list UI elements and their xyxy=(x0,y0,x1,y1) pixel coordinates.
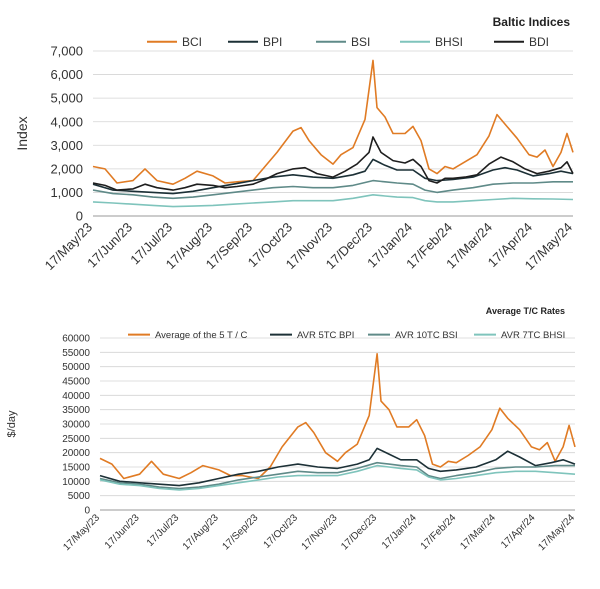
series-line-avr-10tc-bsi xyxy=(99,461,575,490)
x-tick-label: 17/May/23 xyxy=(42,220,96,274)
legend-label: BHSI xyxy=(435,35,463,49)
series-line-avr-5tc-bpi xyxy=(99,447,576,487)
chart-1: Baltic Indices 0 1,000 2,000 3,000 4,000 5,000… xyxy=(14,15,575,273)
x-tick-label: 17/Sep/23 xyxy=(220,512,260,552)
y-tick-label: 5,000 xyxy=(50,91,83,106)
series-line-average-of-the-5-t-c xyxy=(99,352,576,480)
y-axis-label: $/day xyxy=(6,410,18,437)
y-tick-label: 35000 xyxy=(62,405,90,416)
y-tick-label: 15000 xyxy=(62,463,90,474)
legend-label: BSI xyxy=(351,35,370,49)
series-line-bsi xyxy=(92,179,573,200)
legend-label: AVR 10TC BSI xyxy=(395,330,458,341)
x-tick-label: 17/Apr/24 xyxy=(499,512,538,551)
legend-label: BDI xyxy=(529,35,549,49)
y-tick-label: 10000 xyxy=(62,477,90,488)
legend-label: BPI xyxy=(263,35,282,49)
y-tick-label: 30000 xyxy=(62,420,90,431)
series-line-avr-7tc-bhsi xyxy=(99,464,576,491)
y-tick-label: 6,000 xyxy=(50,67,83,82)
y-tick-label: 60000 xyxy=(62,334,90,345)
x-tick-label: 17/Aug/23 xyxy=(181,512,221,552)
y-tick-label: 50000 xyxy=(62,362,90,373)
chart-title: Average T/C Rates xyxy=(486,306,565,316)
y-tick-label: 1,000 xyxy=(50,185,83,200)
chart-2: Average T/C Rates 0 5000 10000 15000 20000 250… xyxy=(6,306,577,553)
y-tick-label: 2,000 xyxy=(50,161,83,176)
y-tick-label: 0 xyxy=(84,506,90,517)
y-tick-label: 25000 xyxy=(62,434,90,445)
y-tick-label: 7,000 xyxy=(50,44,83,59)
x-tick-label: 17/Feb/24 xyxy=(419,512,459,552)
x-tick-label: 17/Mar/24 xyxy=(458,512,498,552)
x-tick-label: 17/Nov/23 xyxy=(300,512,340,552)
y-tick-label: 4,000 xyxy=(50,114,83,129)
y-tick-label: 20000 xyxy=(62,448,90,459)
y-tick-label: 55000 xyxy=(62,348,90,359)
x-tick-label: 17/Jun/23 xyxy=(103,512,142,551)
x-tick-label: 17/May/23 xyxy=(61,512,102,553)
legend-label: BCI xyxy=(182,35,202,49)
x-tick-label: 17/May/24 xyxy=(536,512,577,553)
y-tick-label: 3,000 xyxy=(50,138,83,153)
y-tick-label: 45000 xyxy=(62,377,90,388)
series-line-bhsi xyxy=(92,194,574,208)
y-axis-label: Index xyxy=(14,116,30,150)
series-line-bdi xyxy=(92,136,574,191)
legend-label: Average of the 5 T / C xyxy=(155,330,248,341)
x-tick-label: 17/Dec/23 xyxy=(339,512,379,552)
series-line-bci xyxy=(92,59,574,185)
x-tick-label: 17/Jul/23 xyxy=(145,512,182,549)
y-tick-label: 5000 xyxy=(68,491,91,502)
chart-title: Baltic Indices xyxy=(493,15,571,29)
x-tick-label: 17/Jan/24 xyxy=(380,512,419,551)
legend-label: AVR 5TC BPI xyxy=(297,330,354,341)
x-tick-label: 17/Oct/23 xyxy=(262,512,301,551)
series-line-bpi xyxy=(92,158,574,195)
y-tick-label: 0 xyxy=(76,209,83,224)
y-tick-label: 40000 xyxy=(62,391,90,402)
legend-label: AVR 7TC BHSI xyxy=(501,330,565,341)
